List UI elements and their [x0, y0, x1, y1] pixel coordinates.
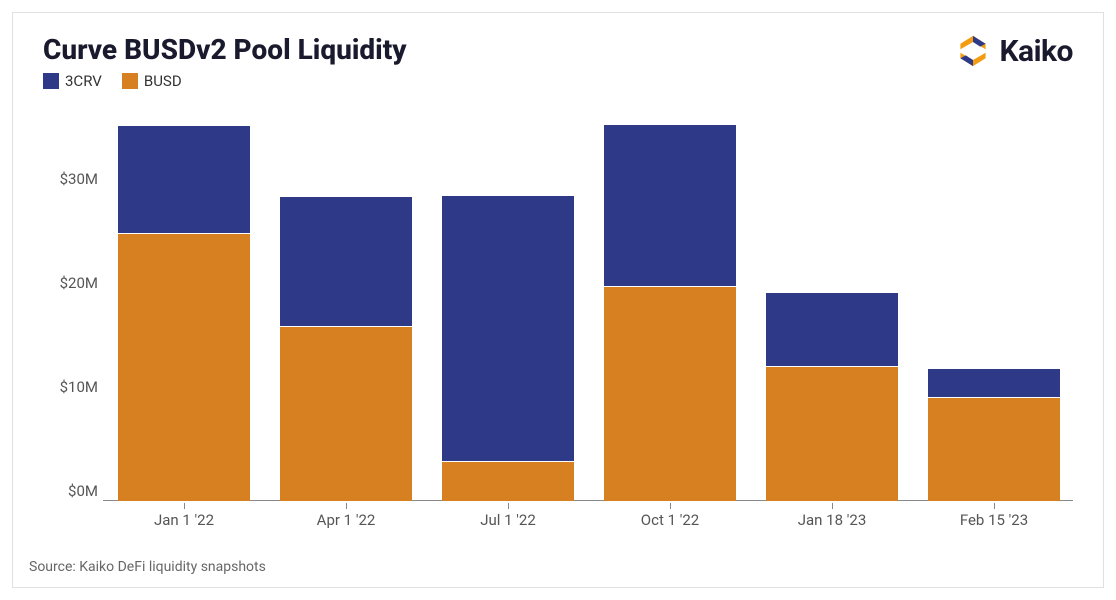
x-tick — [670, 503, 671, 509]
bar-segment-busd — [766, 366, 899, 501]
plot-area — [103, 121, 1073, 501]
x-tick-label: Jul 1 '22 — [480, 511, 536, 529]
chart-container: Curve BUSDv2 Pool Liquidity 3CRV BUSD Kai… — [12, 12, 1104, 588]
brand-name: Kaiko — [999, 34, 1073, 69]
x-tick-label: Oct 1 '22 — [641, 511, 699, 529]
kaiko-icon — [955, 33, 991, 69]
x-tick-label: Apr 1 '22 — [317, 511, 376, 529]
bar-group — [280, 197, 413, 501]
bar-group — [928, 369, 1061, 501]
x-axis: Jan 1 '22 Apr 1 '22 Jul 1 '22 Oct 1 '22 Jan … — [103, 503, 1073, 533]
legend-label: 3CRV — [65, 72, 102, 90]
bar-segment-3crv — [442, 196, 575, 461]
legend-swatch — [43, 73, 59, 89]
bar-segment-busd — [442, 461, 575, 501]
x-tick-label: Jan 18 '23 — [798, 511, 867, 529]
bar-segment-3crv — [118, 126, 251, 233]
y-tick-label: $30M — [60, 170, 98, 188]
bar-segment-busd — [604, 286, 737, 502]
x-tick — [832, 503, 833, 509]
x-tick-label: Jan 1 '22 — [154, 511, 214, 529]
bar-segment-3crv — [280, 197, 413, 326]
bar-segment-busd — [280, 326, 413, 501]
bar-segment-3crv — [928, 369, 1061, 397]
legend-item-busd: BUSD — [122, 72, 182, 90]
bar-group — [604, 125, 737, 501]
brand-logo: Kaiko — [955, 33, 1073, 69]
chart-header: Curve BUSDv2 Pool Liquidity 3CRV BUSD Kai… — [13, 13, 1103, 90]
x-tick — [994, 503, 995, 509]
legend-item-3crv: 3CRV — [43, 72, 102, 90]
header-left: Curve BUSDv2 Pool Liquidity 3CRV BUSD — [43, 33, 407, 90]
x-tick-label: Feb 15 '23 — [960, 511, 1028, 529]
y-tick-label: $0M — [68, 482, 98, 500]
x-tick — [508, 503, 509, 509]
bar-group — [766, 293, 899, 501]
y-tick-label: $10M — [60, 378, 98, 396]
bar-segment-3crv — [766, 293, 899, 366]
x-tick — [184, 503, 185, 509]
y-axis: $0M $10M $20M $30M — [43, 121, 98, 501]
bar-segment-busd — [928, 397, 1061, 501]
chart-legend: 3CRV BUSD — [43, 72, 407, 90]
legend-label: BUSD — [144, 72, 182, 90]
x-tick — [346, 503, 347, 509]
y-tick-label: $20M — [60, 274, 98, 292]
legend-swatch — [122, 73, 138, 89]
chart-source: Source: Kaiko DeFi liquidity snapshots — [29, 559, 266, 575]
bar-segment-busd — [118, 233, 251, 501]
bar-group — [118, 126, 251, 501]
bar-group — [442, 196, 575, 501]
chart-title: Curve BUSDv2 Pool Liquidity — [43, 33, 407, 66]
bar-segment-3crv — [604, 125, 737, 285]
